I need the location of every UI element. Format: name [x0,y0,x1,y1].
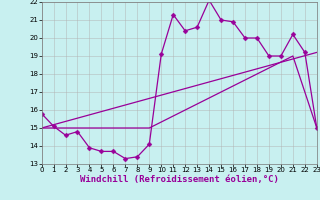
X-axis label: Windchill (Refroidissement éolien,°C): Windchill (Refroidissement éolien,°C) [80,175,279,184]
